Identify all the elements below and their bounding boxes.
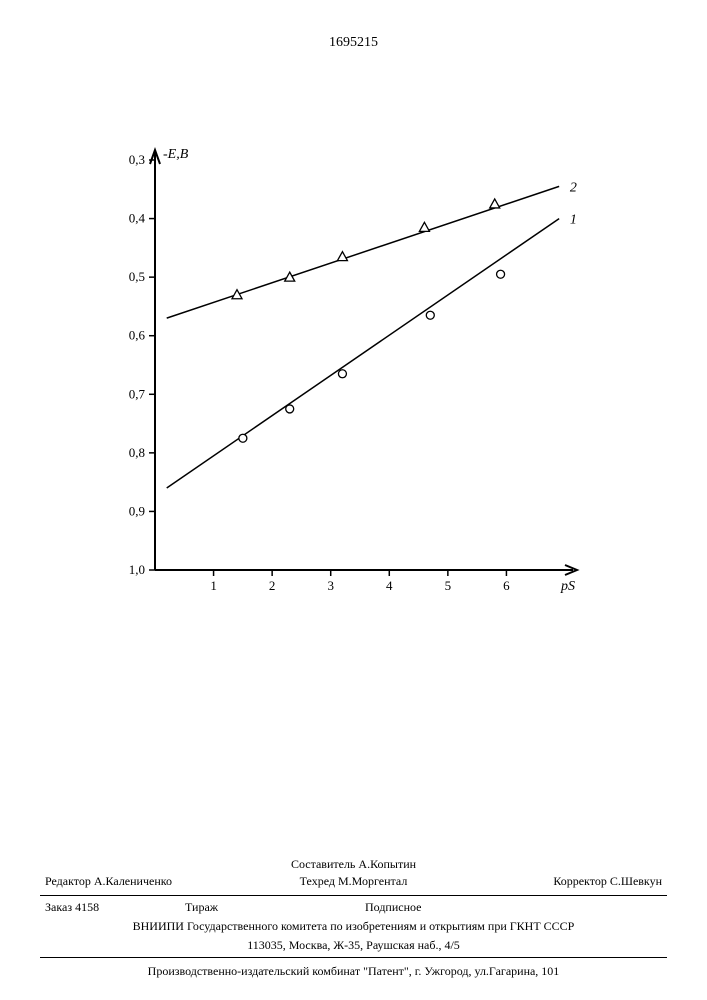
compiler-label: Составитель xyxy=(291,857,355,871)
divider-2 xyxy=(40,957,667,958)
order-row: Заказ 4158 Тираж Подписное xyxy=(40,898,667,917)
svg-text:1: 1 xyxy=(210,578,217,593)
svg-text:4: 4 xyxy=(386,578,393,593)
order-label: Заказ xyxy=(45,900,72,914)
svg-text:0,6: 0,6 xyxy=(129,328,146,343)
credits-row: Редактор А.Калениченко Техред М.Моргента… xyxy=(40,874,667,893)
tirazh-label: Тираж xyxy=(185,900,365,915)
svg-text:рS: рS xyxy=(560,579,575,594)
svg-text:0,9: 0,9 xyxy=(129,503,145,518)
org-line: ВНИИПИ Государственного комитета по изоб… xyxy=(40,917,667,936)
compiler-name: А.Копытин xyxy=(358,857,416,871)
svg-text:6: 6 xyxy=(503,578,510,593)
svg-text:0,7: 0,7 xyxy=(129,386,146,401)
svg-text:2: 2 xyxy=(570,180,577,195)
svg-text:0,8: 0,8 xyxy=(129,445,145,460)
chart: -Е,В рS 0,3 0,4 0,5 0,6 0,7 0,8 0,9 1,0 1 2 3 4 5 6 1 2 xyxy=(95,140,585,610)
svg-text:-Е,В: -Е,В xyxy=(163,147,189,162)
prod-line: Производственно-издательский комбинат "П… xyxy=(40,960,667,981)
corrector-label: Корректор xyxy=(553,874,607,888)
svg-text:0,3: 0,3 xyxy=(129,152,145,167)
techred-label: Техред xyxy=(300,874,335,888)
svg-text:1: 1 xyxy=(570,213,577,228)
svg-text:1,0: 1,0 xyxy=(129,562,145,577)
addr-line: 113035, Москва, Ж-35, Раушская наб., 4/5 xyxy=(40,936,667,955)
page-number: 1695215 xyxy=(0,35,707,51)
footer-block: Составитель А.Копытин Редактор А.Каленич… xyxy=(40,855,667,981)
techred-name: М.Моргентал xyxy=(338,874,407,888)
svg-text:0,4: 0,4 xyxy=(129,211,146,226)
svg-text:0,5: 0,5 xyxy=(129,269,145,284)
divider-1 xyxy=(40,895,667,896)
editor-label: Редактор xyxy=(45,874,91,888)
svg-text:5: 5 xyxy=(445,578,452,593)
svg-text:3: 3 xyxy=(327,578,334,593)
subscription-label: Подписное xyxy=(365,900,662,915)
editor-name: А.Калениченко xyxy=(94,874,172,888)
corrector-name: С.Шевкун xyxy=(610,874,662,888)
compiler-line: Составитель А.Копытин xyxy=(40,855,667,874)
order-number: 4158 xyxy=(75,900,99,914)
svg-text:2: 2 xyxy=(269,578,276,593)
